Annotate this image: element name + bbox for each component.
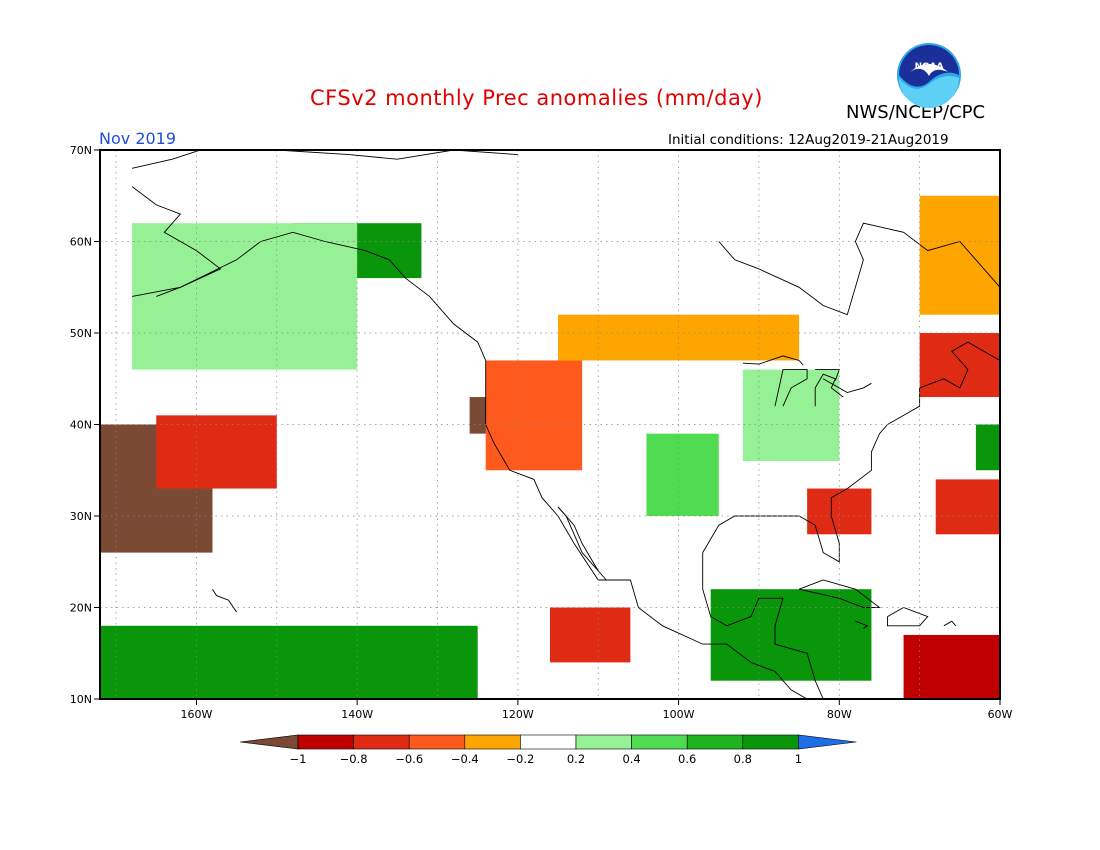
anomaly-region-12 (132, 223, 358, 370)
lat-tick-label: 10N (70, 693, 92, 706)
lon-tick-label: 80W (827, 708, 852, 721)
coastline-9 (131, 186, 222, 297)
colorbar-label: 1 (795, 752, 802, 766)
lon-tick-label: 140W (341, 708, 373, 721)
lat-tick-label: 30N (70, 510, 92, 523)
anomaly-region-13 (646, 433, 719, 516)
logo-text: NOAA (915, 62, 944, 72)
coastline-11 (718, 222, 1000, 316)
coastline-17 (212, 588, 237, 613)
colorbar-segment (575, 734, 632, 750)
colorbar-label: −0.2 (506, 752, 534, 766)
graticule (100, 150, 1000, 699)
coastline-16 (815, 369, 840, 381)
noaa-logo-icon: NOAA (897, 43, 961, 108)
colorbar-low-arrow (239, 734, 299, 750)
colorbar-label: −0.4 (451, 752, 479, 766)
anomaly-region-16 (710, 589, 872, 681)
anomaly-region-10 (903, 634, 1000, 699)
anomaly-region-3 (485, 360, 583, 471)
anomaly-region-17 (975, 424, 1000, 471)
coastline-2 (557, 506, 608, 581)
colorbar-segment (464, 734, 521, 750)
lat-tick-label: 40N (70, 419, 92, 432)
colorbar-segment (353, 734, 410, 750)
lon-tick-label: 160W (180, 708, 212, 721)
anomaly-region-9 (550, 607, 631, 663)
colorbar-label: 0.6 (678, 752, 696, 766)
lat-tick-label: 20N (70, 602, 92, 615)
anomaly-region-6 (919, 195, 1000, 315)
anomaly-region-5 (919, 333, 1000, 398)
anomaly-region-7 (807, 488, 872, 535)
lat-tick-label: 50N (70, 327, 92, 340)
colorbar-label: −0.6 (395, 752, 423, 766)
anomaly-region-15 (100, 625, 478, 699)
lon-tick-label: 120W (502, 708, 534, 721)
chart-title: CFSv2 monthly Prec anomalies (mm/day) (310, 86, 763, 110)
coastline-7 (943, 620, 957, 627)
latitude-axis: 70N 60N 50N 40N 30N 20N 10N (70, 144, 100, 706)
coastline-14 (742, 355, 804, 366)
colorbar-segment (408, 734, 466, 750)
colorbar-high-arrow (798, 734, 857, 750)
colorbar-label: 0.2 (567, 752, 585, 766)
colorbar-segment (742, 734, 799, 750)
coastline-3 (702, 552, 824, 699)
anomaly-field (100, 195, 1000, 699)
colorbar-label: 0.8 (734, 752, 752, 766)
colorbar: −1 −0.8 −0.6 −0.4 −0.2 0.2 0.4 0.6 0.8 1 (239, 734, 857, 766)
colorbar-label: 0.4 (622, 752, 640, 766)
colorbar-label: −1 (290, 752, 307, 766)
colorbar-segment (297, 734, 354, 750)
forecast-month: Nov 2019 (99, 129, 177, 148)
coastline-13 (774, 369, 808, 407)
lon-tick-label: 60W (988, 708, 1013, 721)
anomaly-region-1 (156, 415, 277, 489)
lat-tick-label: 60N (70, 236, 92, 249)
lat-tick-label: 70N (70, 144, 92, 157)
agency-label: NWS/NCEP/CPC (846, 102, 986, 123)
coastline-8 (855, 620, 869, 629)
initial-conditions: Initial conditions: 12Aug2019-21Aug2019 (668, 132, 949, 148)
coastline-10 (132, 150, 518, 169)
coastline-15 (814, 373, 844, 407)
coastline-5 (798, 579, 881, 608)
longitude-axis: 160W 140W 120W 100W 80W 60W (180, 699, 1013, 721)
anomaly-region-8 (935, 479, 1000, 535)
coastline-12 (822, 378, 872, 393)
lon-tick-label: 100W (663, 708, 695, 721)
colorbar-segment (631, 734, 688, 750)
anomaly-region-14 (742, 369, 840, 462)
coastline-6 (887, 607, 929, 627)
colorbar-segment (520, 734, 577, 750)
colorbar-label: −0.8 (340, 752, 368, 766)
colorbar-segment (686, 734, 744, 750)
coastline-0 (132, 231, 808, 699)
